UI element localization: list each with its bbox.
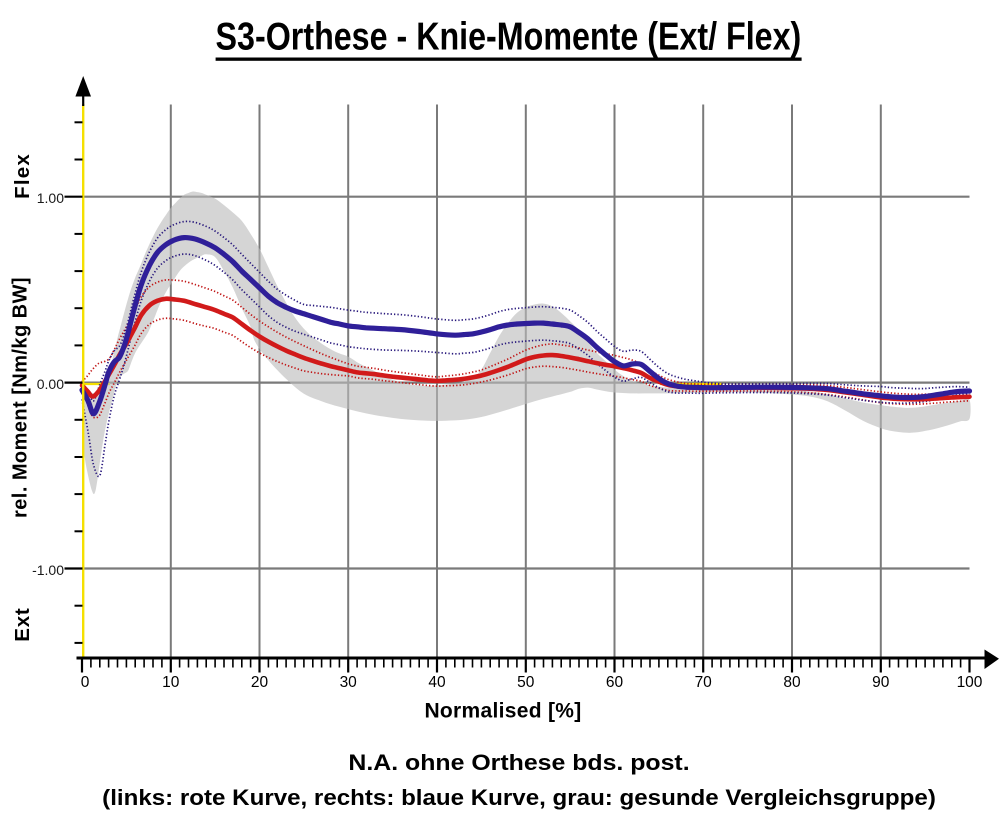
svg-text:100: 100 [957,674,983,691]
svg-text:0.00: 0.00 [37,376,64,392]
svg-text:1.00: 1.00 [37,190,64,206]
svg-text:20: 20 [251,674,269,691]
svg-text:S3-Orthese - Knie-Momente (Ext: S3-Orthese - Knie-Momente (Ext/ Flex) [216,15,802,59]
svg-text:-1.00: -1.00 [32,562,64,578]
svg-text:10: 10 [162,674,180,691]
svg-text:50: 50 [517,674,535,691]
svg-text:N.A. ohne Orthese bds. post.: N.A. ohne Orthese bds. post. [348,750,689,774]
svg-text:rel. Moment [Nm/kg BW]: rel. Moment [Nm/kg BW] [10,277,32,518]
svg-text:(links: rote Kurve, rechts: bl: (links: rote Kurve, rechts: blaue Kurve,… [102,785,936,810]
svg-text:80: 80 [783,674,801,691]
svg-text:30: 30 [340,674,358,691]
svg-text:40: 40 [428,674,446,691]
svg-text:90: 90 [872,674,890,691]
svg-text:Normalised [%]: Normalised [%] [424,700,581,723]
svg-text:70: 70 [695,674,713,691]
svg-text:0: 0 [81,674,90,691]
svg-text:60: 60 [606,674,624,691]
svg-text:Ext: Ext [11,607,34,641]
svg-text:Flex: Flex [11,153,34,199]
